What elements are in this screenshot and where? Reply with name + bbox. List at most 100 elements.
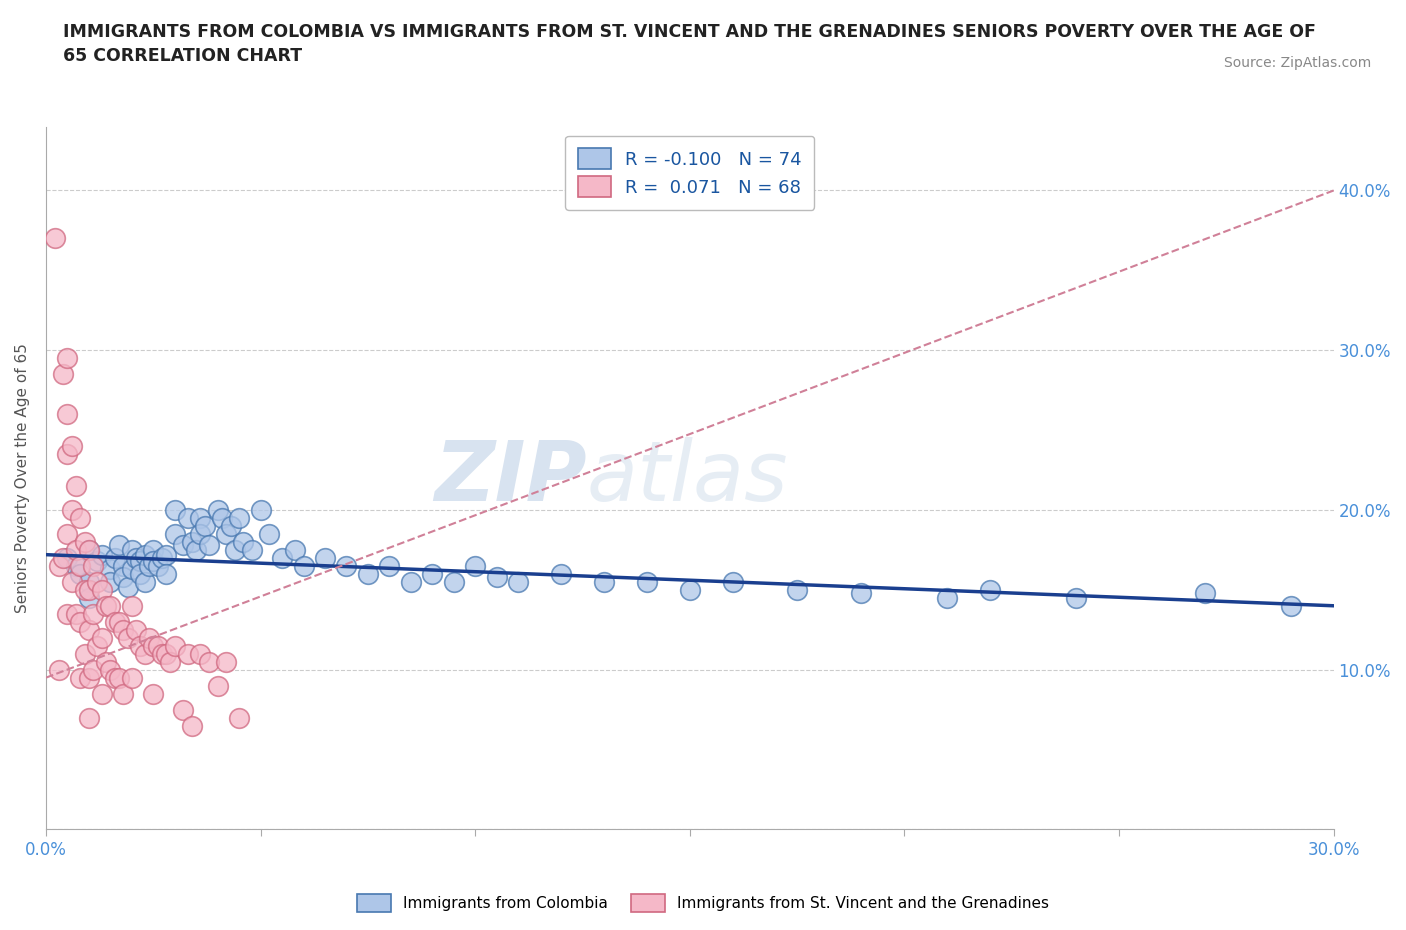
Point — [190, 511, 212, 525]
Point — [65, 606, 87, 621]
Point — [224, 542, 246, 557]
Point — [176, 511, 198, 525]
Point — [117, 579, 139, 594]
Point — [77, 542, 100, 557]
Point — [56, 526, 79, 541]
Point — [464, 558, 486, 573]
Point — [69, 558, 91, 573]
Text: ZIP: ZIP — [434, 437, 586, 519]
Point — [979, 582, 1001, 597]
Point — [150, 551, 173, 565]
Point — [121, 562, 143, 577]
Point — [150, 646, 173, 661]
Point — [48, 558, 70, 573]
Point — [121, 542, 143, 557]
Point — [73, 535, 96, 550]
Point — [485, 569, 508, 584]
Point — [86, 638, 108, 653]
Point — [56, 406, 79, 421]
Point — [721, 575, 744, 590]
Point — [159, 654, 181, 669]
Legend: R = -0.100   N = 74, R =  0.071   N = 68: R = -0.100 N = 74, R = 0.071 N = 68 — [565, 136, 814, 210]
Point — [44, 231, 66, 246]
Point — [936, 591, 959, 605]
Point — [56, 606, 79, 621]
Point — [180, 535, 202, 550]
Point — [56, 446, 79, 461]
Point — [69, 671, 91, 685]
Point — [56, 351, 79, 365]
Point — [77, 591, 100, 605]
Point — [176, 646, 198, 661]
Point — [94, 654, 117, 669]
Point — [1064, 591, 1087, 605]
Point — [98, 662, 121, 677]
Point — [399, 575, 422, 590]
Point — [90, 631, 112, 645]
Point — [420, 566, 443, 581]
Point — [77, 575, 100, 590]
Point — [142, 553, 165, 568]
Point — [48, 662, 70, 677]
Point — [98, 575, 121, 590]
Point — [134, 547, 156, 562]
Point — [52, 551, 75, 565]
Point — [90, 686, 112, 701]
Point — [77, 542, 100, 557]
Point — [249, 502, 271, 517]
Point — [180, 718, 202, 733]
Text: Source: ZipAtlas.com: Source: ZipAtlas.com — [1223, 56, 1371, 70]
Point — [69, 615, 91, 630]
Point — [550, 566, 572, 581]
Point — [155, 646, 177, 661]
Point — [786, 582, 808, 597]
Point — [104, 671, 127, 685]
Point — [443, 575, 465, 590]
Point — [117, 631, 139, 645]
Point — [90, 582, 112, 597]
Point — [77, 582, 100, 597]
Point — [86, 553, 108, 568]
Point — [228, 711, 250, 725]
Point — [129, 566, 152, 581]
Point — [108, 671, 131, 685]
Point — [851, 586, 873, 601]
Point — [335, 558, 357, 573]
Point — [82, 558, 104, 573]
Point — [112, 558, 135, 573]
Point — [142, 542, 165, 557]
Point — [636, 575, 658, 590]
Point — [240, 542, 263, 557]
Point — [134, 575, 156, 590]
Point — [190, 646, 212, 661]
Point — [172, 538, 194, 552]
Point — [73, 582, 96, 597]
Point — [357, 566, 380, 581]
Point — [211, 511, 233, 525]
Point — [112, 569, 135, 584]
Point — [163, 502, 186, 517]
Point — [94, 598, 117, 613]
Point — [134, 646, 156, 661]
Point — [292, 558, 315, 573]
Point — [138, 631, 160, 645]
Point — [104, 551, 127, 565]
Legend: Immigrants from Colombia, Immigrants from St. Vincent and the Grenadines: Immigrants from Colombia, Immigrants fro… — [352, 888, 1054, 918]
Y-axis label: Seniors Poverty Over the Age of 65: Seniors Poverty Over the Age of 65 — [15, 343, 30, 613]
Point — [163, 526, 186, 541]
Point — [172, 702, 194, 717]
Text: IMMIGRANTS FROM COLOMBIA VS IMMIGRANTS FROM ST. VINCENT AND THE GRENADINES SENIO: IMMIGRANTS FROM COLOMBIA VS IMMIGRANTS F… — [63, 23, 1316, 65]
Point — [77, 622, 100, 637]
Point — [98, 562, 121, 577]
Point — [129, 638, 152, 653]
Point — [121, 598, 143, 613]
Point — [125, 622, 148, 637]
Point — [82, 662, 104, 677]
Point — [228, 511, 250, 525]
Point — [56, 551, 79, 565]
Point — [98, 598, 121, 613]
Text: atlas: atlas — [586, 437, 789, 519]
Point — [257, 526, 280, 541]
Point — [198, 654, 221, 669]
Point — [284, 542, 307, 557]
